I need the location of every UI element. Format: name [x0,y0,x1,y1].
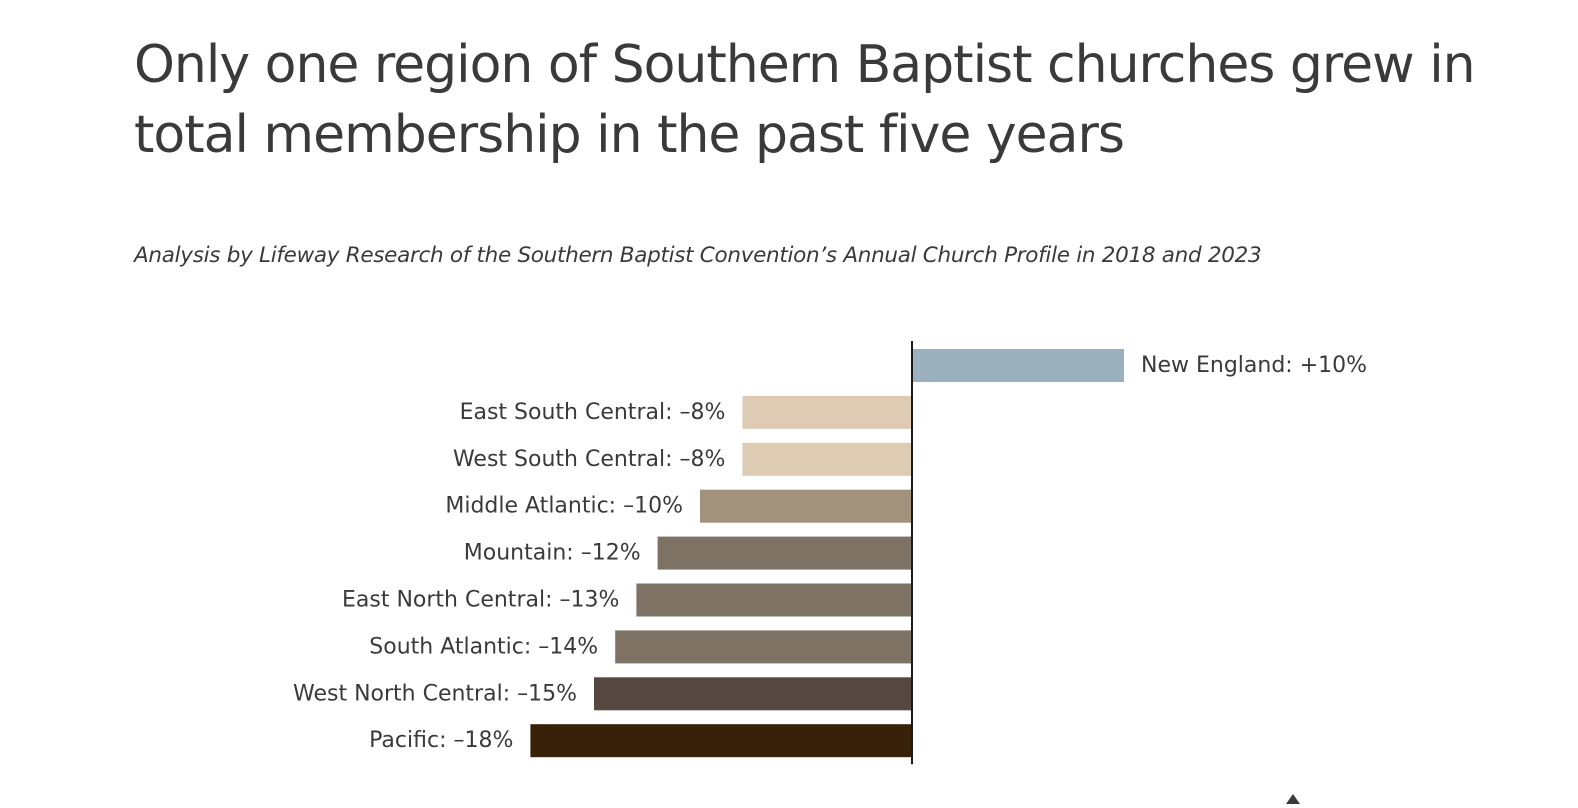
bar-label-east-north-central: East North Central: –13% [342,588,619,613]
partial-logo-icon [1286,794,1300,804]
bar-pacific [530,724,912,758]
bar-label-west-north-central: West North Central: –15% [293,681,577,706]
bar-south-atlantic [615,630,912,664]
bar-east-north-central [636,583,912,617]
bar-west-north-central [594,677,912,711]
bar-east-south-central [742,395,912,429]
bar-label-pacific: Pacific: –18% [369,728,513,753]
bar-mountain [657,536,912,570]
chart-subtitle: Analysis by Lifeway Research of the Sout… [134,243,1262,268]
chart-title: Only one region of Southern Baptist chur… [134,35,1476,165]
bar-label-mountain: Mountain: –12% [464,541,641,566]
bar-label-middle-atlantic: Middle Atlantic: –10% [445,494,683,519]
bar-label-east-south-central: East South Central: –8% [460,400,726,425]
bar-label-west-south-central: West South Central: –8% [453,447,725,472]
bar-label-new-england: New England: +10% [1141,353,1367,378]
bar-middle-atlantic [700,489,912,523]
bar-new-england [912,349,1124,382]
bar-label-south-atlantic: South Atlantic: –14% [369,634,598,659]
bar-west-south-central [742,442,912,476]
